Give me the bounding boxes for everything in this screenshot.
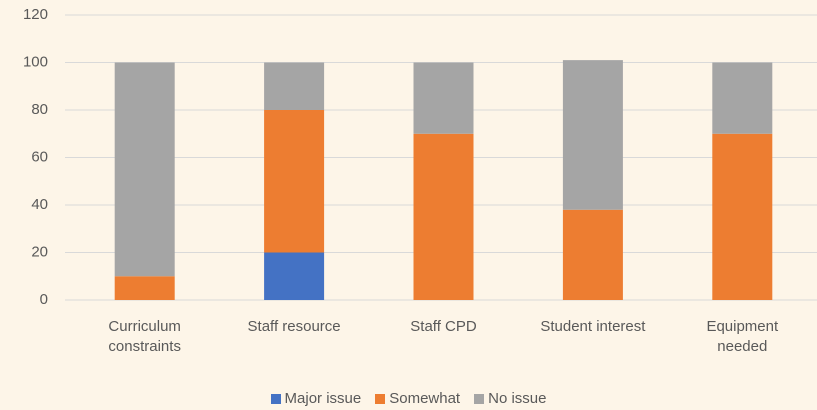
legend-label: No issue <box>488 390 547 407</box>
bar-segment <box>264 252 325 300</box>
x-tick-label: Staff CPD <box>410 318 477 335</box>
bar-segment <box>712 62 773 134</box>
legend-item: Somewhat <box>375 390 460 407</box>
x-tick-label: Curriculum constraints <box>108 318 181 355</box>
bar-segment <box>114 62 175 277</box>
x-tick-label: Equipment needed <box>706 318 779 355</box>
bar-segment <box>264 62 325 110</box>
legend-label: Major issue <box>284 390 362 407</box>
legend-swatch <box>375 393 386 404</box>
legend: Major issue Somewhat No issue <box>0 390 817 407</box>
y-tick-label: 20 <box>31 243 48 260</box>
y-tick-label: 100 <box>23 53 48 70</box>
bar-segment <box>413 133 474 300</box>
legend-swatch <box>474 393 485 404</box>
bar-segment <box>114 276 175 300</box>
bar-segment <box>413 62 474 134</box>
y-tick-label: 80 <box>31 101 48 118</box>
y-tick-label: 60 <box>31 148 48 165</box>
y-tick-label: 40 <box>31 196 48 213</box>
bar-segment <box>264 110 325 253</box>
legend-item: No issue <box>474 390 546 407</box>
y-tick-label: 0 <box>40 291 48 308</box>
bar-segment <box>712 133 773 300</box>
legend-item: Major issue <box>270 390 362 407</box>
bar-segment <box>562 60 623 210</box>
legend-swatch <box>270 393 281 404</box>
y-tick-label: 120 <box>23 6 48 23</box>
x-tick-label: Staff resource <box>247 318 341 335</box>
x-tick-label: Student interest <box>540 318 646 335</box>
bar-segment <box>562 209 623 300</box>
legend-label: Somewhat <box>389 390 461 407</box>
